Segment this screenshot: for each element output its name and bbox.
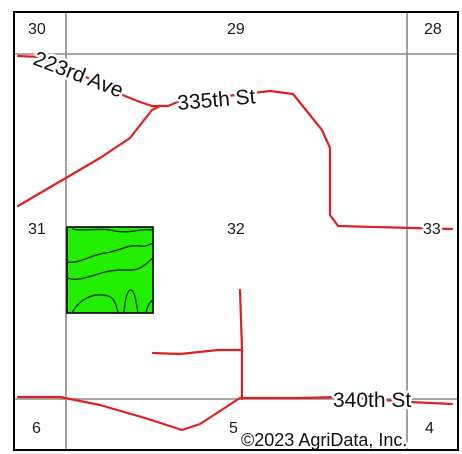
contour-line: [66, 242, 154, 263]
contour-line: [71, 294, 119, 314]
roads: [16, 54, 454, 432]
parcel[interactable]: [66, 226, 154, 314]
section-label: 31: [28, 221, 46, 238]
copyright-text: ©2023 AgriData, Inc.: [241, 430, 407, 450]
contour-line: [123, 289, 139, 314]
contour-line: [71, 228, 153, 233]
section-label: 32: [227, 221, 245, 238]
section-labels: 30 29 28 31 32 33 6 5 4: [28, 21, 443, 437]
contour-line: [145, 299, 154, 314]
contour-line: [66, 257, 154, 281]
section-label: 6: [32, 420, 41, 437]
road-diagonal: [16, 104, 162, 208]
road-south: [16, 395, 454, 432]
section-grid: [14, 12, 458, 450]
road-north-loop: [16, 54, 454, 231]
road-west-spur: [151, 348, 244, 356]
section-label: 28: [424, 21, 442, 38]
section-label: 4: [425, 420, 434, 437]
map-frame: [13, 11, 459, 451]
section-label: 29: [227, 21, 245, 38]
parcel-boundary[interactable]: [66, 226, 154, 314]
section-label: 5: [229, 420, 238, 437]
section-label: 33: [423, 221, 441, 238]
section-label: 30: [28, 21, 46, 38]
road-label-340th-st: 340th St: [333, 389, 411, 412]
